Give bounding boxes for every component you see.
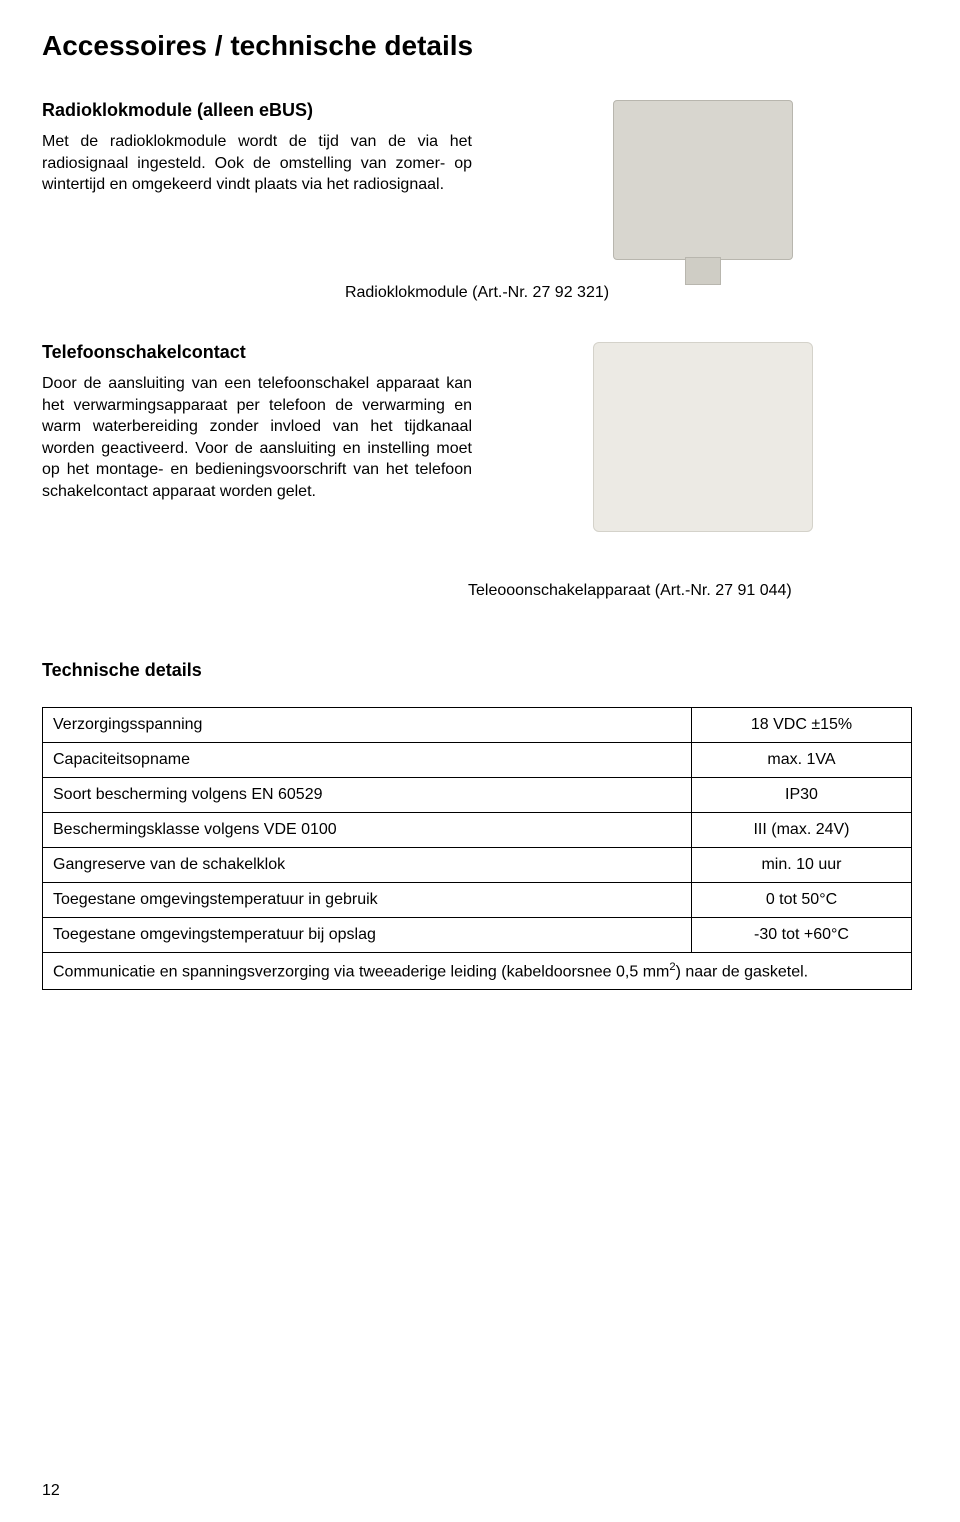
tech-footer-pre: Communicatie en spanningsverzorging via … <box>53 963 669 980</box>
telefoon-caption: Teleooonschakelapparaat (Art.-Nr. 27 91 … <box>468 582 938 600</box>
radioklok-caption: Radioklokmodule (Art.-Nr. 27 92 321) <box>42 284 912 302</box>
radioklok-image-col <box>488 100 918 260</box>
table-row: Capaciteitsopname max. 1VA <box>43 743 912 778</box>
telefoon-device-image <box>593 342 813 532</box>
table-row: Gangreserve van de schakelklok min. 10 u… <box>43 848 912 883</box>
radioklok-body: Met de radioklokmodule wordt de tijd van… <box>42 131 472 196</box>
tech-label: Soort bescherming volgens EN 60529 <box>43 778 692 813</box>
tech-label: Toegestane omgevingstemperatuur in gebru… <box>43 883 692 918</box>
tech-value: -30 tot +60°C <box>692 918 912 953</box>
telefoon-body: Door de aansluiting van een telefoonscha… <box>42 373 472 503</box>
tech-value: max. 1VA <box>692 743 912 778</box>
table-row: Toegestane omgevingstemperatuur bij opsl… <box>43 918 912 953</box>
section-telefoon-text: Telefoonschakelcontact Door de aansluiti… <box>42 342 472 503</box>
tech-value: III (max. 24V) <box>692 813 912 848</box>
radioklok-device-image <box>613 100 793 260</box>
section-radioklok: Radioklokmodule (alleen eBUS) Met de rad… <box>42 100 918 260</box>
tech-heading: Technische details <box>42 660 918 681</box>
table-row-footer: Communicatie en spanningsverzorging via … <box>43 953 912 990</box>
table-row: Toegestane omgevingstemperatuur in gebru… <box>43 883 912 918</box>
table-row: Beschermingsklasse volgens VDE 0100 III … <box>43 813 912 848</box>
tech-footer-post: ) naar de gasketel. <box>676 963 809 980</box>
tech-label: Gangreserve van de schakelklok <box>43 848 692 883</box>
tech-value: IP30 <box>692 778 912 813</box>
radioklok-heading: Radioklokmodule (alleen eBUS) <box>42 100 472 121</box>
tech-value: 18 VDC ±15% <box>692 708 912 743</box>
section-telefoon: Telefoonschakelcontact Door de aansluiti… <box>42 342 918 600</box>
tech-footer: Communicatie en spanningsverzorging via … <box>43 953 912 990</box>
telefoon-heading: Telefoonschakelcontact <box>42 342 472 363</box>
page-number: 12 <box>42 1482 60 1500</box>
section-radioklok-text: Radioklokmodule (alleen eBUS) Met de rad… <box>42 100 472 196</box>
tech-label: Capaciteitsopname <box>43 743 692 778</box>
tech-table: Verzorgingsspanning 18 VDC ±15% Capacite… <box>42 707 912 990</box>
tech-label: Toegestane omgevingstemperatuur bij opsl… <box>43 918 692 953</box>
table-row: Verzorgingsspanning 18 VDC ±15% <box>43 708 912 743</box>
tech-label: Verzorgingsspanning <box>43 708 692 743</box>
tech-label: Beschermingsklasse volgens VDE 0100 <box>43 813 692 848</box>
table-row: Soort bescherming volgens EN 60529 IP30 <box>43 778 912 813</box>
telefoon-image-col: Teleooonschakelapparaat (Art.-Nr. 27 91 … <box>488 342 918 600</box>
page-title: Accessoires / technische details <box>42 30 918 62</box>
tech-value: 0 tot 50°C <box>692 883 912 918</box>
tech-value: min. 10 uur <box>692 848 912 883</box>
